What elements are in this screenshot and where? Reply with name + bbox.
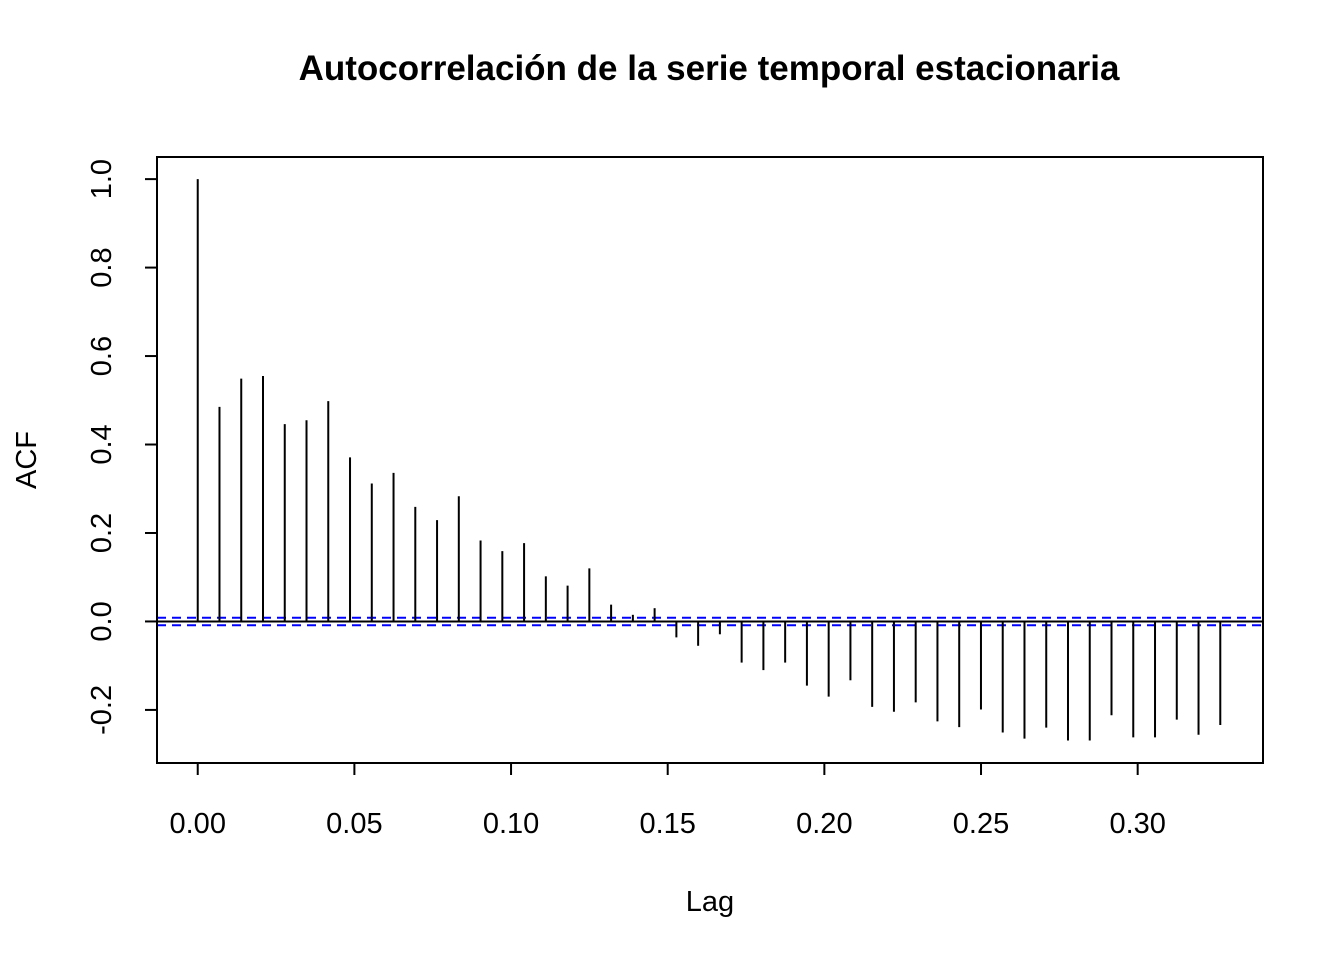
x-tick-label: 0.05	[326, 808, 382, 840]
y-tick-label: 0.0	[86, 601, 118, 641]
y-tick-label: 1.0	[86, 159, 118, 199]
x-tick-label: 0.25	[953, 808, 1009, 840]
x-tick-label: 0.00	[170, 808, 226, 840]
x-axis-label: Lag	[686, 886, 734, 918]
y-tick-label: 0.4	[86, 424, 118, 464]
x-tick-label: 0.30	[1109, 808, 1165, 840]
y-axis: -0.2 0.0 0.2 0.4 0.6 0.8 1.0	[86, 159, 158, 735]
y-axis-label: ACF	[11, 431, 43, 489]
x-axis: 0.00 0.05 0.10 0.15 0.20 0.25 0.30	[170, 762, 1166, 840]
x-tick-label: 0.10	[483, 808, 539, 840]
acf-spikes	[196, 179, 1222, 741]
chart-title: Autocorrelación de la serie temporal est…	[299, 49, 1120, 88]
y-tick-label: 0.8	[86, 247, 118, 287]
y-tick-label: 0.6	[86, 336, 118, 376]
confidence-bounds	[157, 616, 1263, 627]
x-tick-label: 0.15	[639, 808, 695, 840]
y-tick-label: -0.2	[86, 685, 118, 735]
x-tick-label: 0.20	[796, 808, 852, 840]
y-tick-label: 0.2	[86, 513, 118, 553]
plot-frame	[156, 156, 1264, 764]
